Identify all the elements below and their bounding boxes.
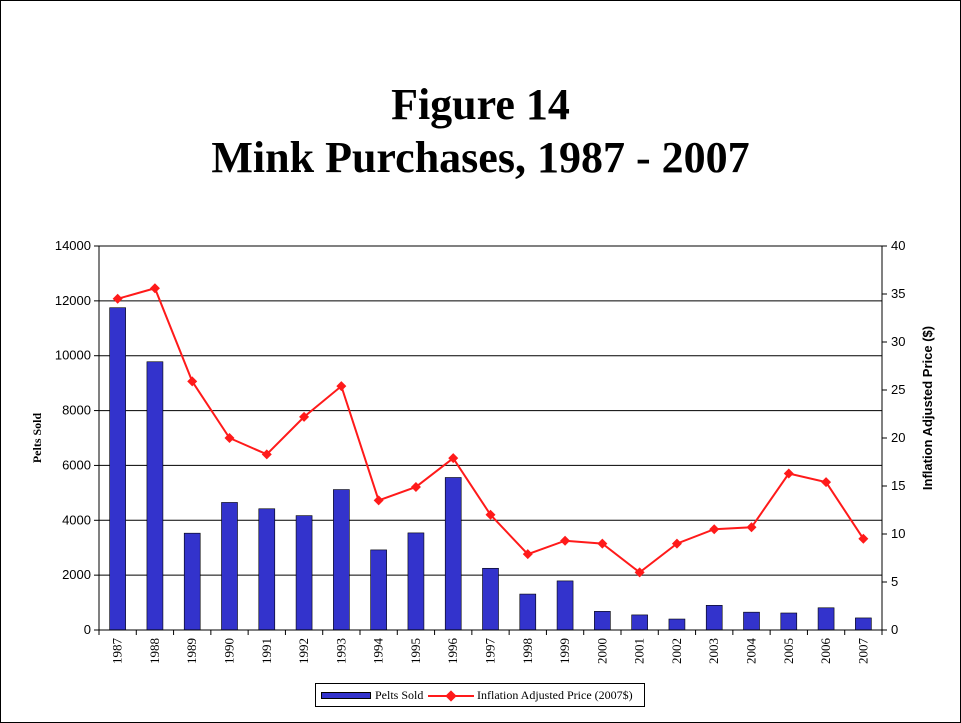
y-tick-label: 4000 — [62, 512, 91, 527]
x-tick-label: 1998 — [520, 638, 535, 664]
price-point-1997 — [485, 509, 496, 520]
y2-tick-label: 20 — [891, 430, 905, 445]
gridlines — [99, 245, 882, 576]
bar-1995 — [407, 532, 425, 631]
legend-line-swatch — [428, 689, 474, 703]
price-point-2006 — [821, 477, 832, 488]
bar-1998 — [519, 593, 537, 631]
x-tick-label: 2001 — [632, 638, 647, 664]
bar-2002 — [668, 618, 686, 631]
y-axis-title: Pelts Sold — [30, 413, 44, 464]
price-point-2000 — [597, 538, 608, 549]
bar-2006 — [817, 607, 835, 631]
chart-title: Figure 14 Mink Purchases, 1987 - 2007 — [0, 78, 961, 184]
y2-axis-title: Inflation Adjusted Price ($) — [920, 326, 935, 490]
y2-tick-label: 5 — [891, 574, 898, 589]
x-tick-label: 2003 — [706, 638, 721, 664]
price-point-1998 — [522, 549, 533, 560]
legend-label-price: Inflation Adjusted Price (2007$) — [477, 688, 633, 702]
bar-1997 — [482, 567, 499, 631]
price-point-2001 — [634, 567, 645, 578]
bar-series — [109, 307, 872, 631]
x-tick-label: 1993 — [333, 638, 348, 664]
chart-title-line1: Figure 14 — [391, 80, 570, 129]
price-point-2003 — [709, 524, 720, 535]
legend-item-pelts: Pelts Sold — [321, 688, 423, 703]
x-tick-label: 2004 — [744, 638, 759, 665]
x-tick-label: 1990 — [222, 638, 237, 664]
y-tick-label: 0 — [84, 622, 91, 637]
bar-2001 — [631, 614, 648, 631]
y-tick-label: 8000 — [62, 403, 91, 418]
bar-1994 — [370, 549, 387, 631]
bar-2007 — [855, 617, 872, 631]
y-tick-label: 10000 — [55, 348, 91, 363]
bar-1990 — [221, 502, 238, 631]
price-point-1994 — [373, 495, 384, 506]
price-point-1988 — [149, 283, 160, 294]
y2-tick-label: 0 — [891, 622, 898, 637]
bar-1993 — [333, 489, 350, 631]
legend-label-pelts: Pelts Sold — [375, 688, 424, 702]
price-point-2007 — [858, 533, 869, 544]
x-tick-label: 1988 — [147, 638, 162, 664]
y2-tick-label: 25 — [891, 382, 905, 397]
x-tick-label: 1997 — [483, 638, 498, 665]
legend: Pelts Sold Inflation Adjusted Price (200… — [315, 683, 645, 707]
x-tick-label: 1987 — [110, 638, 125, 665]
y2-tick-label: 15 — [891, 478, 905, 493]
price-point-1989 — [187, 376, 198, 387]
chart-title-line2: Mink Purchases, 1987 - 2007 — [211, 133, 750, 182]
x-tick-label: 2000 — [594, 638, 609, 664]
price-point-1990 — [224, 433, 235, 443]
bar-2005 — [780, 612, 798, 631]
axis-labels: 0 2000 4000 6000 8000 10000 12000 14000 0 5 10 15 20… — [30, 238, 935, 664]
legend-bar-swatch — [321, 692, 371, 699]
y-tick-label: 2000 — [62, 567, 91, 582]
x-tick-label: 1995 — [408, 638, 423, 664]
price-point-2004 — [746, 522, 757, 533]
bar-2000 — [594, 611, 611, 631]
y2-tick-label: 30 — [891, 334, 905, 349]
bar-1992 — [295, 515, 313, 631]
x-tick-label: 2007 — [855, 638, 870, 665]
y2-tick-label: 35 — [891, 286, 905, 301]
x-tick-label: 1996 — [445, 638, 460, 665]
x-tick-label: 1994 — [371, 638, 386, 665]
bar-2003 — [705, 605, 723, 631]
y-tick-label: 6000 — [62, 457, 91, 472]
bar-2004 — [743, 611, 760, 631]
bar-1991 — [258, 508, 276, 631]
line-series — [112, 283, 869, 578]
y-tick-label: 12000 — [55, 293, 91, 308]
price-point-1995 — [410, 481, 421, 492]
bar-1989 — [183, 532, 201, 631]
x-tick-label: 2005 — [781, 638, 796, 664]
price-point-2002 — [671, 538, 682, 549]
x-tick-label: 2006 — [818, 638, 833, 665]
y2-tick-label: 40 — [891, 238, 905, 253]
bar-1999 — [556, 580, 574, 631]
x-tick-label: 1991 — [259, 638, 274, 664]
x-tick-label: 1989 — [184, 638, 199, 664]
y2-tick-label: 10 — [891, 526, 905, 541]
price-point-1991 — [261, 449, 272, 460]
bar-1987 — [109, 307, 126, 631]
price-point-1996 — [448, 453, 459, 464]
price-point-2005 — [783, 468, 794, 479]
price-point-1992 — [299, 411, 310, 422]
price-point-1999 — [560, 535, 571, 546]
x-tick-label: 1999 — [557, 638, 572, 664]
legend-item-price: Inflation Adjusted Price (2007$) — [428, 688, 633, 703]
bar-1996 — [444, 477, 462, 631]
axes — [94, 245, 887, 635]
y-tick-label: 14000 — [55, 238, 91, 253]
bar-1988 — [146, 361, 164, 631]
price-point-1993 — [336, 381, 347, 392]
x-tick-label: 2002 — [669, 638, 684, 664]
x-tick-label: 1992 — [296, 638, 311, 664]
price-point-1987 — [112, 293, 123, 304]
